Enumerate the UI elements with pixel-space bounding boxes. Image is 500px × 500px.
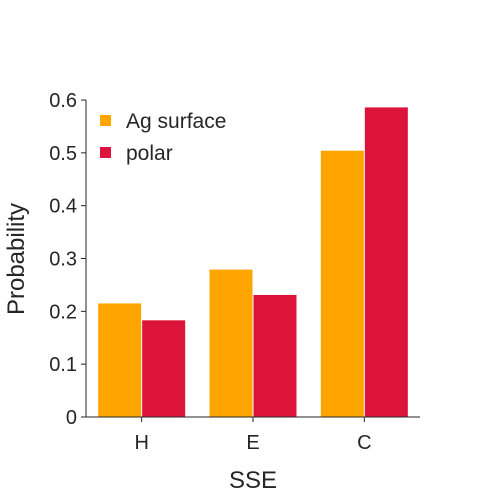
y-tick-label: 0.1 [49,354,77,376]
bar-ag-surface-e [209,269,253,417]
legend: Ag surface polar [100,110,226,165]
y-axis-title: Probability [3,203,30,315]
bar-ag-surface-h [98,303,142,417]
legend-swatch-polar [100,147,111,158]
y-tick-label: 0.2 [49,301,77,323]
x-tick-label: H [134,432,148,454]
bar-polar-e [253,294,297,417]
bar-ag-surface-c [320,150,364,417]
x-tick-label: E [246,432,259,454]
y-tick-label: 0.5 [49,143,77,165]
legend-label: polar [126,142,173,165]
y-tick-label: 0.6 [49,90,77,112]
legend-swatch-ag-surface [100,115,111,126]
bars-group [98,107,408,417]
y-tick-label: 0.4 [49,196,77,218]
bar-polar-h [142,320,186,417]
y-ticks: 0 0.1 0.2 0.3 0.4 0.5 0.6 [49,90,86,429]
y-tick-label: 0 [66,407,77,429]
x-axis-title: SSE [229,467,277,494]
y-tick-label: 0.3 [49,249,77,271]
x-tick-label: C [357,432,371,454]
bar-polar-c [364,107,408,417]
legend-label: Ag surface [126,110,226,133]
